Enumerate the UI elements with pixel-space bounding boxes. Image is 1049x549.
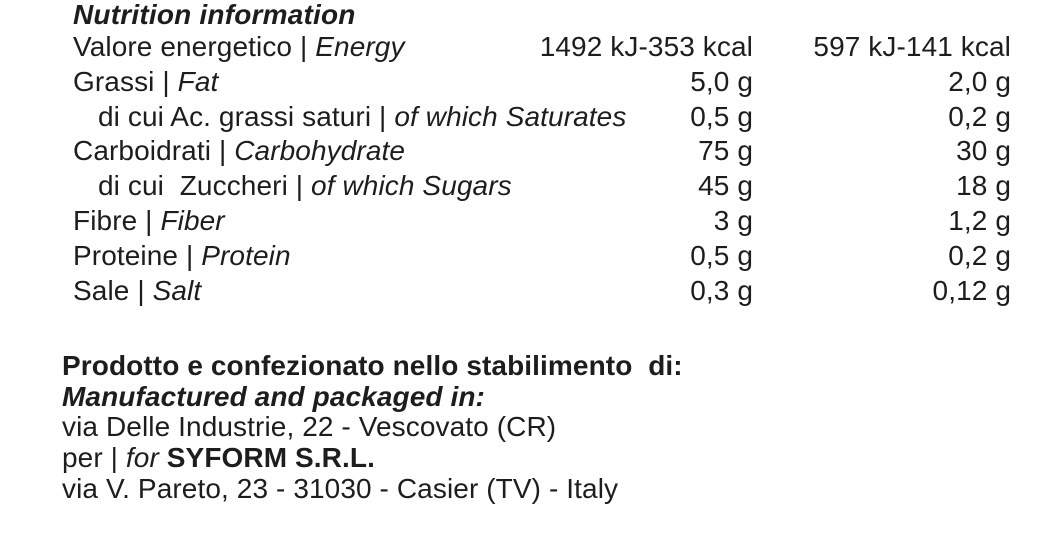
nutrition-table: Nutrition information Valore energetico …: [73, 0, 1011, 308]
label-italian: Proteine: [73, 239, 179, 271]
label-english: Carbohydrate: [234, 135, 406, 167]
value-column-1: 0,5 g: [690, 100, 753, 132]
table-row-fat: Grassi | Fat 5,0 g 2,0 g: [73, 65, 1011, 100]
label-english: of which Sugars: [311, 170, 512, 202]
manufacturer-info: Prodotto e confezionato nello stabilimen…: [62, 350, 683, 505]
label-separator: |: [287, 170, 312, 202]
label-italian: Sale: [73, 274, 130, 306]
label-english: Fat: [177, 65, 219, 97]
label-english: of which Saturates: [394, 100, 627, 132]
row-label: Proteine | Protein: [73, 239, 690, 274]
table-row-carbohydrate: Carboidrati | Carbohydrate 75 g 30 g: [73, 134, 1011, 169]
table-row-fiber: Fibre | Fiber 3 g 1,2 g: [73, 204, 1011, 239]
value-column-2: 30 g: [956, 135, 1011, 167]
company-address: via V. Pareto, 23 - 31030 - Casier (TV) …: [62, 472, 619, 504]
label-english: Protein: [201, 239, 291, 271]
row-label: Sale | Salt: [73, 274, 690, 309]
produced-in-line-italian: Prodotto e confezionato nello stabilimen…: [62, 350, 683, 381]
label-english: Energy: [315, 31, 405, 62]
company-line: per | for SYFORM S.R.L.: [62, 442, 683, 474]
value-column-2: 0,2 g: [948, 100, 1011, 132]
value-column-2: 597 kJ-141 kcal: [813, 31, 1011, 62]
value-column-1: 5,0 g: [690, 65, 753, 97]
per-for-label: per |: [62, 442, 126, 474]
label-italian: Fibre: [73, 204, 138, 236]
label-italian: di cui Zuccheri: [98, 170, 288, 202]
label-italian: Carboidrati: [73, 135, 212, 167]
value-column-1: 1492 kJ-353 kcal: [539, 31, 753, 62]
label-separator: |: [137, 204, 161, 236]
produced-in-line-english: Manufactured and packaged in:: [62, 380, 485, 412]
for-label: for: [125, 442, 159, 474]
label-english: Salt: [152, 274, 202, 306]
row-label: di cui Zuccheri | of which Sugars: [73, 169, 698, 204]
value-column-2: 1,2 g: [948, 204, 1011, 236]
value-column-1: 75 g: [698, 135, 753, 167]
row-label: Valore energetico | Energy: [73, 30, 540, 65]
value-column-1: 3 g: [713, 204, 753, 236]
row-label: Carboidrati | Carbohydrate: [73, 134, 698, 169]
label-separator: |: [178, 239, 202, 271]
value-column-2: 2,0 g: [948, 65, 1011, 97]
table-row-protein: Proteine | Protein 0,5 g 0,2 g: [73, 239, 1011, 274]
label-italian: di cui Ac. grassi saturi: [98, 100, 372, 132]
row-label: Fibre | Fiber: [73, 204, 714, 239]
label-separator: |: [129, 274, 153, 306]
nutrition-title: Nutrition information: [73, 0, 356, 30]
table-row-energy: Valore energetico | Energy 1492 kJ-353 k…: [73, 30, 1011, 65]
value-column-1: 0,5 g: [690, 239, 753, 271]
row-label: Grassi | Fat: [73, 65, 690, 100]
table-row-sugars: di cui Zuccheri | of which Sugars 45 g 1…: [73, 169, 1011, 204]
value-column-1: 45 g: [698, 170, 753, 202]
company-name: SYFORM S.R.L.: [158, 442, 375, 474]
label-italian: Grassi: [73, 65, 155, 97]
value-column-2: 18 g: [956, 170, 1011, 202]
label-separator: |: [371, 100, 395, 132]
label-english: Fiber: [160, 204, 225, 236]
table-row-saturates: di cui Ac. grassi saturi | of which Satu…: [73, 100, 1011, 135]
value-column-2: 0,12 g: [932, 274, 1011, 306]
label-separator: |: [211, 135, 235, 167]
row-label: di cui Ac. grassi saturi | of which Satu…: [73, 100, 690, 135]
value-column-1: 0,3 g: [690, 274, 753, 306]
table-row-salt: Sale | Salt 0,3 g 0,12 g: [73, 274, 1011, 309]
label-italian: Valore energetico: [73, 31, 293, 62]
factory-address: via Delle Industrie, 22 - Vescovato (CR): [62, 411, 557, 443]
value-column-2: 0,2 g: [948, 239, 1011, 271]
label-separator: |: [292, 31, 316, 62]
label-separator: |: [154, 65, 178, 97]
